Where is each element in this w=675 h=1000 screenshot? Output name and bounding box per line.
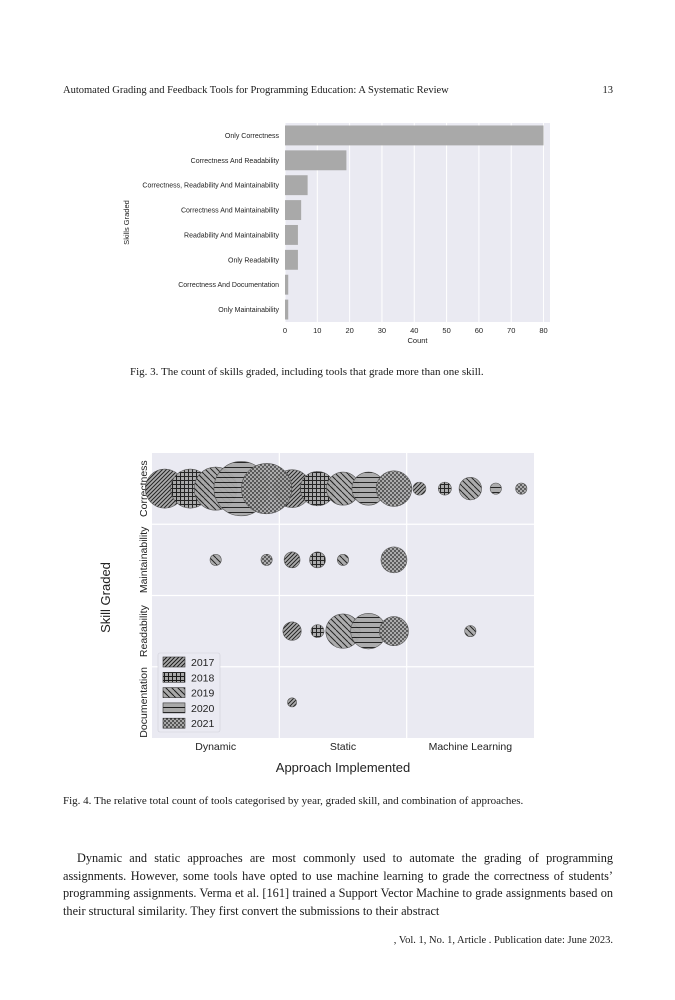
legend-label: 2019 xyxy=(191,688,215,700)
legend-label: 2021 xyxy=(191,718,215,730)
x-tick-label: Dynamic xyxy=(195,741,236,753)
legend-swatch-2017 xyxy=(162,656,186,668)
y-tick-label: Correctness And Readability xyxy=(191,158,280,165)
bubble-2021 xyxy=(375,470,413,507)
bar xyxy=(285,150,347,171)
body-paragraph: Dynamic and static approaches are most c… xyxy=(63,851,613,918)
legend-label: 2017 xyxy=(191,657,215,669)
legend-swatch-2019 xyxy=(162,687,186,698)
bubble-2021 xyxy=(241,463,293,515)
x-tick-label: 50 xyxy=(442,326,450,335)
bar xyxy=(285,224,298,245)
legend-label: 2020 xyxy=(191,703,215,715)
y-axis-label: Skill Graded xyxy=(98,562,113,633)
bubble-2017 xyxy=(412,481,427,496)
x-tick-label: 0 xyxy=(283,326,287,335)
x-axis-label: Approach Implemented xyxy=(276,760,410,775)
bar xyxy=(285,175,308,196)
y-tick-label: Correctness, Readability And Maintainabi… xyxy=(142,183,279,190)
y-tick-label: Correctness And Maintainability xyxy=(181,208,280,215)
x-tick-label: 80 xyxy=(539,326,547,335)
bubble-2017 xyxy=(282,621,302,641)
y-tick-label: Correctness And Documentation xyxy=(178,282,279,289)
figure-3-bar-chart: 0 10 20 30 40 50 60 70 80 Only Correctness Correct… xyxy=(122,123,550,345)
x-tick-label: 70 xyxy=(507,326,515,335)
legend-label: 2018 xyxy=(191,672,215,684)
bubble-2019 xyxy=(209,553,222,566)
x-tick-label: 20 xyxy=(345,326,353,335)
bubble-2018 xyxy=(310,624,325,638)
y-tick-label: Only Readability xyxy=(228,257,279,264)
y-tick-label: Documentation xyxy=(138,667,150,738)
running-title: Automated Grading and Feedback Tools for… xyxy=(63,85,449,96)
bubble-2021 xyxy=(260,553,273,566)
y-tick-label: Readability And Maintainability xyxy=(184,232,279,239)
figure-4-caption: Fig. 4. The relative total count of tool… xyxy=(63,795,524,807)
bar xyxy=(285,249,298,270)
x-tick-label: 40 xyxy=(410,326,418,335)
x-tick-label: Static xyxy=(330,741,356,753)
legend-swatch-2018 xyxy=(162,671,186,683)
bubble-2018 xyxy=(309,551,326,569)
running-header: Automated Grading and Feedback Tools for… xyxy=(63,85,613,96)
bubble-2017 xyxy=(287,697,297,708)
y-axis-label: Skills Graded xyxy=(122,200,131,245)
y-tick-label: Readability xyxy=(138,604,150,657)
body-text: Dynamic and static approaches are most c… xyxy=(63,850,613,920)
y-tick-label: Only Correctness xyxy=(225,133,280,140)
figure-4-bubble-chart: Dynamic Static Machine Learning Correctness… xyxy=(98,453,534,775)
bubble-2019 xyxy=(337,553,349,566)
x-tick-label: 30 xyxy=(378,326,386,335)
bubble-2021 xyxy=(515,482,528,495)
y-tick-label: Only Maintainability xyxy=(218,307,279,314)
x-tick-label: 10 xyxy=(313,326,321,335)
y-tick-label: Correctness xyxy=(138,460,150,517)
bar xyxy=(285,299,289,320)
bubble-2017 xyxy=(283,551,301,569)
page-number: 13 xyxy=(602,85,614,96)
bar xyxy=(285,274,289,295)
bubble-2018 xyxy=(438,481,452,496)
bubble-2020 xyxy=(489,482,502,495)
x-axis-label: Count xyxy=(407,336,428,345)
x-tick-label: 60 xyxy=(475,326,483,335)
bubble-2021 xyxy=(379,616,409,646)
bubble-2019 xyxy=(458,477,482,501)
bar xyxy=(285,200,302,221)
x-tick-label: Machine Learning xyxy=(429,741,513,753)
legend-swatch-2020 xyxy=(162,702,186,714)
figure-3-caption: Fig. 3. The count of skills graded, incl… xyxy=(130,366,484,378)
page-footer: , Vol. 1, No. 1, Article . Publication d… xyxy=(393,935,613,946)
bar xyxy=(285,125,544,146)
bubble-2021 xyxy=(380,546,408,574)
bubble-2019 xyxy=(464,625,477,638)
y-tick-label: Maintainability xyxy=(138,526,150,593)
legend-swatch-2021 xyxy=(162,717,186,729)
